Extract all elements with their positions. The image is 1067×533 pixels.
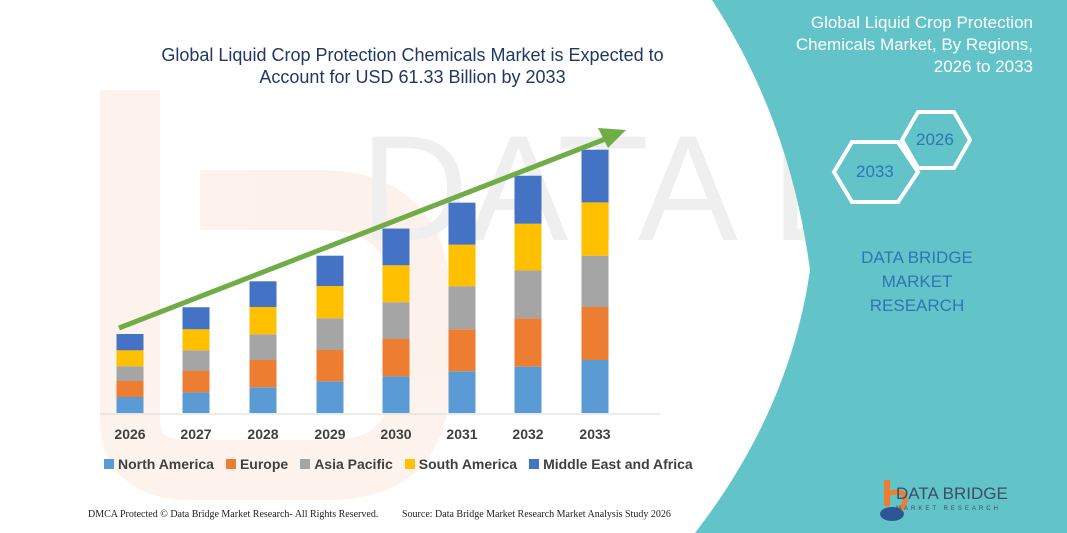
title-line-1: Global Liquid Crop Protection Chemicals …: [161, 45, 664, 65]
legend-swatch: [225, 459, 236, 469]
bar-2029-middle-east-and-africa: [316, 255, 344, 287]
x-tick-label: 2030: [380, 426, 412, 442]
x-tick-label: 2027: [180, 426, 212, 442]
bar-2030-north-america: [382, 376, 410, 413]
logo-icon: [880, 480, 908, 521]
x-tick-label: 2028: [247, 426, 279, 442]
bar-2030-europe: [382, 338, 410, 377]
side-panel-title: Global Liquid Crop Protection Chemicals …: [733, 12, 1033, 78]
x-tick-label: 2033: [579, 426, 611, 442]
legend-item: Middle East and Africa: [529, 456, 693, 472]
hex-label-2033: 2033: [856, 162, 894, 181]
bar-2028-south-america: [249, 306, 277, 335]
logo-subtext: MARKET RESEARCH: [896, 506, 1001, 512]
legend-label: North America: [118, 456, 214, 472]
legend: North America Europe Asia Pacific South Ame…: [104, 456, 693, 472]
bar-2026-europe: [116, 381, 144, 398]
x-tick-label: 2029: [314, 426, 346, 442]
x-tick-label: 2026: [114, 426, 146, 442]
bar-2032-asia-pacific: [514, 270, 542, 319]
bar-2030-asia-pacific: [382, 302, 410, 339]
bar-2031-europe: [448, 329, 476, 372]
bar-2026-south-america: [116, 350, 144, 367]
bar-2027-north-america: [182, 392, 210, 413]
x-tick-label: 2031: [446, 426, 478, 442]
source-text: Source: Data Bridge Market Research Mark…: [402, 509, 671, 520]
bar-2027-south-america: [182, 329, 210, 351]
bar-2030-middle-east-and-africa: [382, 228, 410, 266]
title-line-2: Account for USD 61.33 Billion by 2033: [259, 67, 566, 87]
x-tick-label: 2032: [512, 426, 544, 442]
side-title-line-1: Global Liquid Crop Protection: [810, 13, 1033, 32]
legend-swatch: [529, 459, 540, 469]
bar-2026-asia-pacific: [116, 366, 144, 382]
side-title-line-2: Chemicals Market, By Regions,: [795, 35, 1033, 54]
bar-2032-north-america: [514, 366, 542, 413]
legend-swatch: [404, 459, 415, 469]
bar-2031-north-america: [448, 371, 476, 413]
bar-2031-asia-pacific: [448, 286, 476, 330]
hex-label-2026: 2026: [916, 130, 954, 149]
legend-item: Asia Pacific: [300, 456, 393, 472]
brand-line-1: DATA BRIDGE MARKET: [861, 248, 973, 291]
legend-label: Europe: [239, 456, 289, 472]
legend-item: South America: [404, 456, 518, 472]
bar-2028-middle-east-and-africa: [249, 281, 277, 307]
hexagon-2026: [899, 110, 973, 170]
bar-2033-south-america: [581, 202, 609, 256]
bar-2031-middle-east-and-africa: [448, 202, 476, 245]
bar-2032-europe: [514, 318, 542, 367]
bar-2028-north-america: [249, 387, 277, 413]
bar-2028-europe: [249, 359, 277, 388]
bar-2026-north-america: [116, 397, 144, 413]
bar-2026-middle-east-and-africa: [116, 334, 144, 351]
bar-2029-europe: [316, 350, 344, 382]
bar-2033-middle-east-and-africa: [581, 149, 609, 203]
bar-2032-south-america: [514, 223, 542, 271]
bar-2030-south-america: [382, 265, 410, 303]
bar-2029-south-america: [316, 286, 344, 319]
legend-label: Middle East and Africa: [543, 456, 693, 472]
bar-2029-asia-pacific: [316, 318, 344, 351]
bar-2031-south-america: [448, 244, 476, 287]
bar-2027-europe: [182, 370, 210, 393]
bar-2033-asia-pacific: [581, 255, 609, 307]
side-title-line-3: 2026 to 2033: [933, 57, 1033, 76]
bar-2033-europe: [581, 306, 609, 360]
legend-item: Europe: [225, 456, 289, 472]
bar-2027-middle-east-and-africa: [182, 307, 210, 330]
bar-2033-north-america: [581, 359, 609, 413]
copyright-text: DMCA Protected © Data Bridge Market Rese…: [88, 509, 379, 520]
legend-swatch: [104, 459, 114, 469]
legend-label: Asia Pacific: [314, 456, 393, 472]
bar-2029-north-america: [316, 381, 344, 413]
legend-swatch: [300, 459, 311, 469]
legend-label: South America: [418, 456, 518, 472]
legend-item: North America: [104, 456, 214, 472]
bar-2032-middle-east-and-africa: [514, 175, 542, 224]
brand-line-2: RESEARCH: [869, 296, 965, 315]
chart-title: Global Liquid Crop Protection Chemicals …: [140, 44, 685, 88]
trend-arrow: [118, 128, 626, 331]
hexagon-2033: [831, 140, 921, 204]
brand-text: DATA BRIDGE MARKET RESEARCH: [832, 246, 1002, 318]
logo-text: DATA BRIDGE: [896, 484, 1008, 503]
bar-2028-asia-pacific: [249, 334, 277, 360]
bar-2027-asia-pacific: [182, 350, 210, 371]
side-panel-bg: [695, 0, 1067, 533]
